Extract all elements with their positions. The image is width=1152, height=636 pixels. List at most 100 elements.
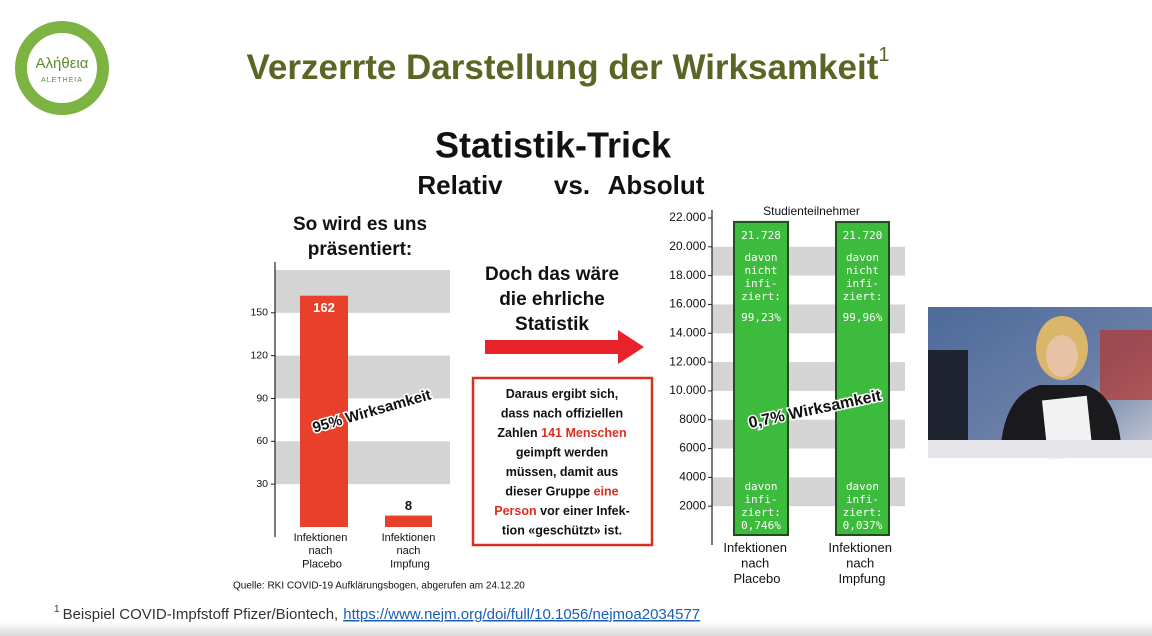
- info-line: Person vor einer Infek-: [494, 504, 629, 518]
- bar-text: 0,037%: [843, 519, 883, 532]
- y-tick-label: 4000: [679, 470, 706, 484]
- footnote-mark: 1: [54, 604, 60, 615]
- y-tick-label: 22.000: [669, 210, 706, 224]
- bar-text: infi-: [846, 493, 879, 506]
- middle-heading: Statistik: [515, 314, 589, 335]
- x-tick-label-line: nach: [846, 556, 878, 571]
- y-tick-label: 90: [256, 392, 268, 404]
- footnote-text: Beispiel COVID-Impfstoff Pfizer/Biontech…: [63, 606, 339, 623]
- bar: [300, 295, 348, 527]
- x-tick-label-line: Infektionen: [828, 540, 895, 555]
- y-tick-label: 6000: [679, 441, 706, 455]
- value-label: 21.720: [843, 229, 883, 242]
- left-heading: präsentiert:: [308, 239, 413, 260]
- x-tick-label: Infektionen nach Impfung: [828, 540, 895, 586]
- info-box: [471, 376, 654, 547]
- y-tick-label: 120: [250, 349, 268, 361]
- bar-text: davon: [846, 480, 879, 493]
- bar: [733, 220, 789, 536]
- left-heading: So wird es uns: [293, 214, 427, 235]
- info-segment: dass nach offiziellen: [501, 407, 623, 421]
- webcam-desk: [928, 440, 1152, 458]
- footnote: 1 Beispiel COVID-Impfstoff Pfizer/Biontec…: [54, 604, 700, 623]
- x-tick-label-line: Placebo: [302, 558, 342, 570]
- info-segment: tion «geschützt» ist.: [502, 524, 622, 538]
- y-tick-label: 20.000: [669, 239, 706, 253]
- title-footnote-mark: 1: [878, 44, 889, 66]
- webcam-person-face: [1046, 335, 1078, 377]
- y-tick-label: 14.000: [669, 325, 706, 339]
- bar-text: nicht: [744, 264, 777, 277]
- info-line: müssen, damit aus: [506, 465, 619, 479]
- info-line: Daraus ergibt sich,: [506, 387, 619, 401]
- info-segment: müssen, damit aus: [506, 465, 619, 479]
- x-tick-label-line: Impfung: [839, 572, 886, 587]
- source: Quelle: RKI COVID-19 Aufklärungsbogen, a…: [233, 581, 525, 592]
- info-line: dieser Gruppe eine: [505, 485, 618, 499]
- x-tick-label: Infektionen nach Placebo: [723, 540, 790, 586]
- subheading: vs.: [554, 170, 590, 200]
- bar-text: davon: [846, 251, 879, 264]
- bar-text: ziert:: [843, 290, 883, 303]
- info-segment: eine: [594, 485, 619, 499]
- y-tick-label: 60: [256, 435, 268, 447]
- x-tick-label-line: Placebo: [734, 572, 781, 587]
- info-segment: dieser Gruppe: [505, 485, 593, 499]
- info-box-text: Daraus ergibt sich, dass nach offiziellen…: [494, 387, 629, 538]
- x-tick-label-line: nach: [309, 545, 336, 557]
- bottom-fade: [0, 622, 1152, 636]
- x-tick-label: Infektionen nach Placebo: [294, 532, 351, 570]
- bar-text: ziert:: [741, 506, 781, 519]
- info-segment: Person: [494, 504, 536, 518]
- bar-text: infi-: [846, 277, 879, 290]
- value-label: 162: [313, 300, 335, 315]
- subheading: Relativ: [417, 170, 503, 200]
- y-tick-label: 30: [256, 478, 268, 490]
- x-tick-label-line: Infektionen: [723, 540, 790, 555]
- info-line: tion «geschützt» ist.: [502, 524, 622, 538]
- bar-text: 99,96%: [843, 311, 883, 324]
- bar-text: 99,23%: [741, 311, 781, 324]
- middle-heading: die ehrliche: [499, 289, 605, 310]
- logo-ring: [15, 21, 109, 115]
- x-tick-label-line: nach: [741, 556, 773, 571]
- y-tick-label: 12.000: [669, 354, 706, 368]
- middle-heading: Doch das wäre: [485, 264, 619, 285]
- y-tick-label: 150: [250, 307, 268, 319]
- bar-text: ziert:: [741, 290, 781, 303]
- info-segment: 141 Menschen: [541, 426, 626, 440]
- info-line: dass nach offiziellen: [501, 407, 623, 421]
- bar-text: davon: [744, 251, 777, 264]
- chart: 2000 4000 6000 8000 10.000 12.000 14.000 16.000…: [669, 204, 905, 587]
- chart-title: Studienteilnehmer: [763, 204, 860, 218]
- x-tick-label-line: Infektionen: [294, 532, 351, 544]
- webcam-inset: [928, 307, 1152, 461]
- bar-text: 0,746%: [741, 519, 781, 532]
- info-segment: vor einer Infek-: [537, 504, 630, 518]
- title-text: Verzerrte Darstellung der Wirksamkeit: [246, 48, 878, 87]
- subheading: Absolut: [608, 170, 705, 200]
- y-tick-label: 16.000: [669, 297, 706, 311]
- bar: [385, 515, 432, 527]
- bar-text: ziert:: [843, 506, 883, 519]
- x-tick-label-line: Impfung: [390, 558, 430, 570]
- logo-name: Αλήθεια: [36, 55, 89, 72]
- info-segment: geimpft werden: [516, 446, 608, 460]
- slide-title: Verzerrte Darstellung der Wirksamkeit1: [246, 44, 889, 87]
- bar: [835, 221, 890, 536]
- y-tick-label: 10.000: [669, 383, 706, 397]
- info-line: Zahlen 141 Menschen: [497, 426, 626, 440]
- info-segment: Zahlen: [497, 426, 541, 440]
- info-segment: Daraus ergibt sich,: [506, 387, 619, 401]
- footnote-link[interactable]: https://www.nejm.org/doi/full/10.1056/ne…: [343, 606, 700, 623]
- bar-text: nicht: [846, 264, 879, 277]
- x-tick-label: Infektionen nach Impfung: [382, 532, 439, 570]
- y-tick-label: 8000: [679, 412, 706, 426]
- value-label: 21.728: [741, 229, 781, 242]
- y-tick-label: 2000: [679, 498, 706, 512]
- y-tick-label: 18.000: [669, 268, 706, 282]
- logo-subtitle: ALETHEIA: [41, 77, 83, 84]
- x-tick-label-line: Infektionen: [382, 532, 439, 544]
